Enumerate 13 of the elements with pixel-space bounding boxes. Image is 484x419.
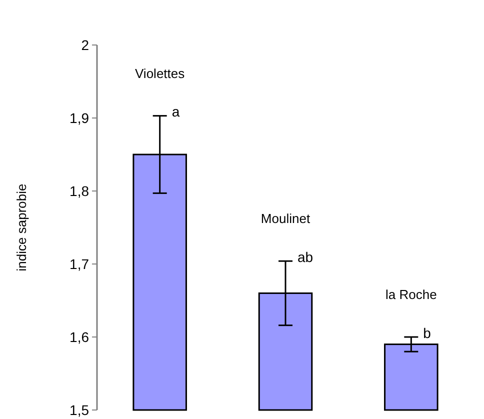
- y-tick-label: 1,9: [70, 110, 90, 126]
- annotation: a: [172, 104, 180, 120]
- y-axis-title: indice saprobie: [14, 184, 29, 272]
- x-tick-label: Violettes: [135, 66, 186, 81]
- x-tick-label: Moulinet: [260, 211, 310, 226]
- y-tick-label: 1,6: [70, 328, 90, 345]
- y-tick-label: 1,5: [70, 402, 90, 418]
- annotation: b: [423, 324, 432, 341]
- y-tick-label: 1,8: [70, 182, 90, 199]
- x-tick-label: la Roche: [386, 287, 437, 302]
- annotation: ab: [298, 248, 314, 265]
- y-tick-label: 2: [81, 36, 90, 53]
- y-tick-label: 1,7: [70, 256, 90, 272]
